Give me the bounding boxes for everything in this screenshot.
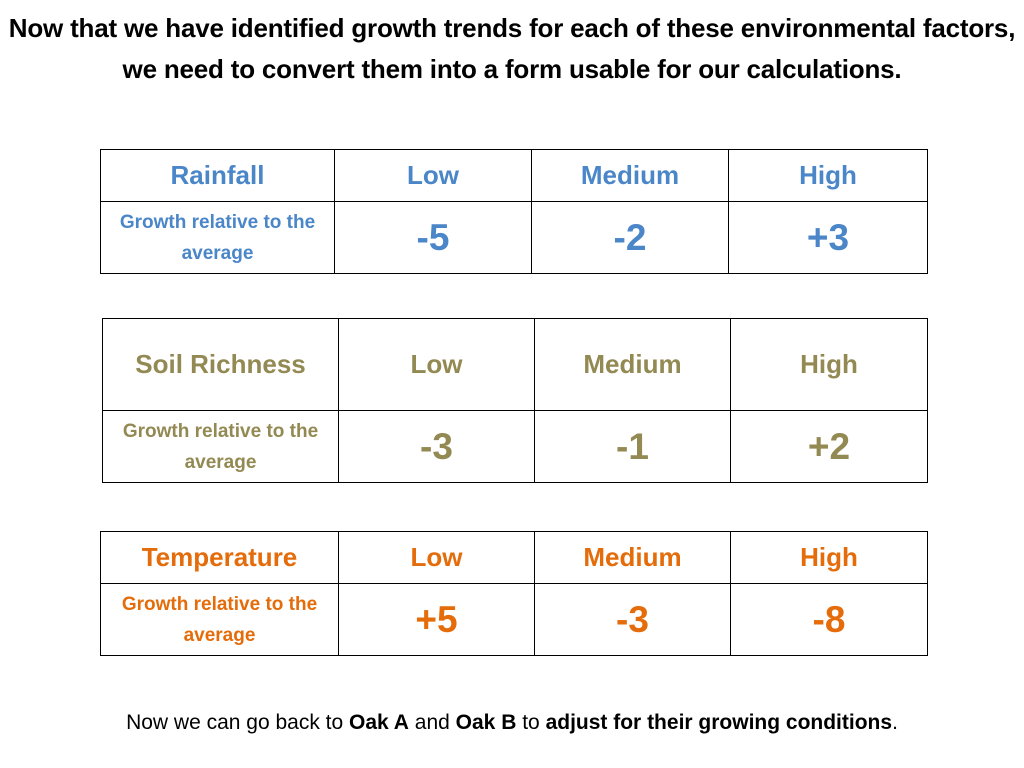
footer-text: Now we can go back to: [126, 711, 350, 734]
slide-title: Now that we have identified growth trend…: [8, 13, 1016, 84]
temperature-table: Temperature Low Medium High Growth relat…: [100, 531, 928, 656]
footer-note: Now we can go back to Oak A and Oak B to…: [0, 707, 1024, 739]
level-medium: Medium: [534, 531, 731, 584]
footer-text: .: [892, 711, 898, 734]
table-value-row: Growth relative to the average +5 -3 -8: [100, 583, 928, 656]
rainfall-table: Rainfall Low Medium High Growth relative…: [100, 149, 928, 274]
factor-name: Temperature: [100, 531, 339, 584]
adjust-phrase: adjust for their growing conditions: [545, 711, 893, 734]
value-low: -3: [338, 410, 535, 483]
level-low: Low: [338, 531, 535, 584]
factor-name: Soil Richness: [102, 318, 339, 411]
footer-text: to: [516, 711, 546, 734]
level-medium: Medium: [534, 318, 731, 411]
value-low: +5: [338, 583, 535, 656]
value-high: -8: [730, 583, 928, 656]
level-low: Low: [338, 318, 535, 411]
footer-text: and: [408, 711, 456, 734]
table-header-row: Soil Richness Low Medium High: [102, 318, 928, 411]
row-label: Growth relative to the average: [100, 201, 335, 274]
table-header-row: Temperature Low Medium High: [100, 531, 928, 584]
value-medium: -3: [534, 583, 731, 656]
level-low: Low: [334, 149, 532, 202]
table-value-row: Growth relative to the average -5 -2 +3: [100, 201, 928, 274]
value-low: -5: [334, 201, 532, 274]
level-high: High: [730, 531, 928, 584]
value-medium: -1: [534, 410, 731, 483]
level-high: High: [728, 149, 928, 202]
oak-a-label: Oak A: [349, 711, 409, 734]
table-value-row: Growth relative to the average -3 -1 +2: [102, 410, 928, 483]
oak-b-label: Oak B: [455, 711, 517, 734]
factor-name: Rainfall: [100, 149, 335, 202]
level-high: High: [730, 318, 928, 411]
level-medium: Medium: [531, 149, 729, 202]
value-high: +3: [728, 201, 928, 274]
soil-richness-table: Soil Richness Low Medium High Growth rel…: [102, 318, 928, 483]
row-label: Growth relative to the average: [100, 583, 339, 656]
table-header-row: Rainfall Low Medium High: [100, 149, 928, 202]
value-high: +2: [730, 410, 928, 483]
row-label: Growth relative to the average: [102, 410, 339, 483]
value-medium: -2: [531, 201, 729, 274]
